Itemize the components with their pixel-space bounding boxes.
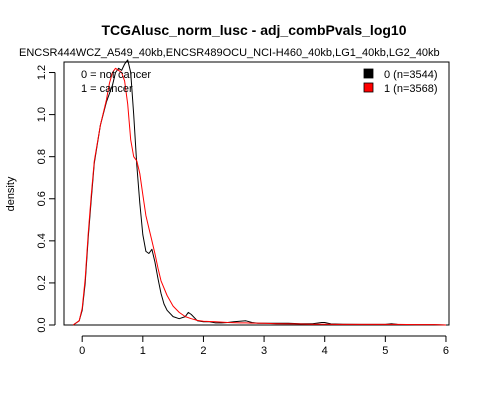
chart-subtitle: ENCSR444WCZ_A549_40kb,ENCSR489OCU_NCI-H4… xyxy=(19,47,440,59)
plot-frame xyxy=(63,61,450,326)
y-tick-label: 0.2 xyxy=(36,275,48,290)
y-tick-label: 0.0 xyxy=(36,317,48,332)
y-tick-label: 1.2 xyxy=(36,65,48,80)
density-line-series-1 xyxy=(72,67,447,326)
x-tick-label: 4 xyxy=(322,345,328,357)
chart-title: TCGAlusc_norm_lusc - adj_combPvals_log10 xyxy=(102,22,407,38)
x-tick-label: 3 xyxy=(261,345,267,357)
x-tick-label: 6 xyxy=(443,345,449,357)
series-layer xyxy=(72,59,447,326)
legend-label-0: 0 (n=3544) xyxy=(384,69,438,81)
legend-label-1: 1 (n=3568) xyxy=(384,83,438,95)
x-tick-label: 1 xyxy=(140,345,146,357)
x-tick-label: 5 xyxy=(382,345,388,357)
y-tick-label: 1.0 xyxy=(36,107,48,122)
y-tick-label: 0.4 xyxy=(36,233,48,248)
note-cancer: 1 = cancer xyxy=(81,83,133,95)
x-tick-label: 2 xyxy=(200,345,206,357)
legend-swatch-0 xyxy=(363,68,374,79)
density-line-series-0 xyxy=(72,59,447,326)
y-axis: 0.0 0.2 0.4 0.6 0.8 1.0 1.2 xyxy=(36,65,56,333)
legend: 0 (n=3544) 1 (n=3568) xyxy=(363,68,438,95)
note-not-cancer: 0 = not cancer xyxy=(81,69,151,81)
y-tick-label: 0.8 xyxy=(36,149,48,164)
annotation-notes: 0 = not cancer 1 = cancer xyxy=(81,69,151,95)
legend-swatch-1 xyxy=(363,82,374,93)
x-axis: 0 1 2 3 4 5 6 xyxy=(79,335,449,357)
y-tick-label: 0.6 xyxy=(36,191,48,206)
x-tick-label: 0 xyxy=(79,345,85,357)
y-axis-label: density xyxy=(5,176,17,211)
